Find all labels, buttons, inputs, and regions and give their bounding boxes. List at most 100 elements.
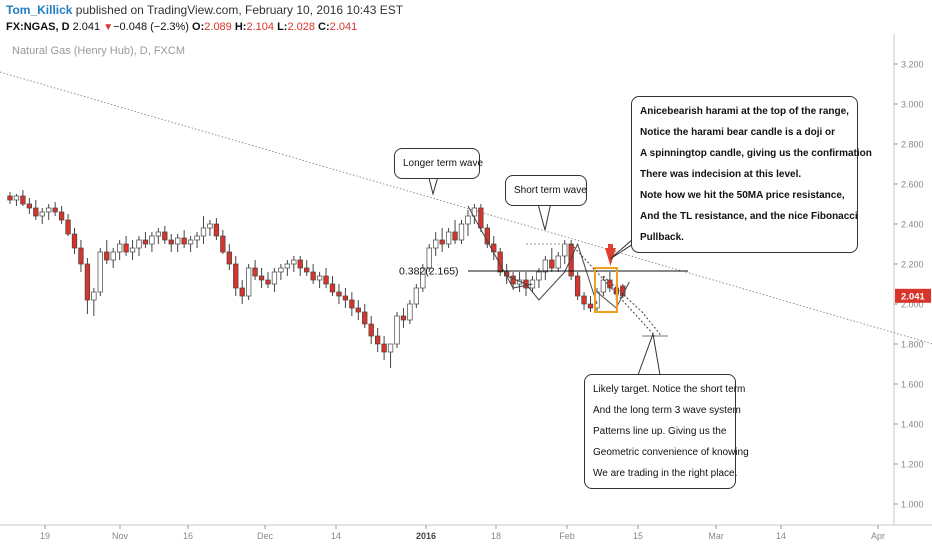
candle-body bbox=[187, 239, 194, 245]
candle-body bbox=[129, 247, 136, 253]
author-link[interactable]: Tom_Killick bbox=[6, 3, 73, 17]
y-tick-label: 2.600 bbox=[901, 180, 924, 190]
candle-body bbox=[574, 275, 581, 297]
candle-body bbox=[181, 237, 187, 245]
x-tick-label: 19 bbox=[40, 531, 50, 541]
candle-body bbox=[471, 207, 478, 217]
candle-body bbox=[65, 219, 71, 235]
candle-body bbox=[84, 263, 91, 301]
x-tick-label: 16 bbox=[183, 531, 193, 541]
candle-body bbox=[562, 243, 568, 257]
candle-body bbox=[387, 343, 394, 353]
candle-body bbox=[458, 223, 465, 241]
close-value: 2.041 bbox=[329, 21, 358, 33]
publish-info: published on TradingView.com, February 1… bbox=[72, 3, 404, 17]
candle-body bbox=[452, 231, 458, 241]
x-tick-label: 14 bbox=[776, 531, 786, 541]
x-tick-label: 2016 bbox=[416, 531, 436, 541]
candle-body bbox=[265, 279, 271, 285]
price-change: −0.048 (−2.3%) bbox=[113, 21, 189, 33]
x-tick-label: 15 bbox=[633, 531, 643, 541]
harami-highlight-box bbox=[594, 267, 618, 313]
candle-body bbox=[258, 275, 265, 281]
candle-body bbox=[252, 267, 258, 277]
candle-body bbox=[304, 267, 310, 273]
candle-body bbox=[394, 315, 400, 345]
candle-body bbox=[329, 283, 336, 293]
candle-body bbox=[323, 275, 329, 285]
high-value: 2.104 bbox=[246, 21, 274, 33]
candle-body bbox=[78, 247, 84, 265]
candle-body bbox=[13, 195, 20, 201]
candle-body bbox=[549, 259, 555, 269]
candle-body bbox=[110, 251, 116, 261]
candle-body bbox=[581, 295, 587, 305]
candle-body bbox=[310, 271, 316, 281]
candle-body bbox=[542, 259, 548, 273]
candle-body bbox=[478, 207, 484, 229]
candle-body bbox=[510, 275, 516, 285]
candle-body bbox=[375, 335, 381, 345]
annotation-longer-term-wave[interactable]: Longer term wave bbox=[394, 148, 483, 179]
candle-body bbox=[46, 207, 52, 213]
down-arrow-marker bbox=[605, 248, 616, 266]
candle-body bbox=[568, 243, 574, 277]
candle-body bbox=[413, 287, 419, 305]
candle-body bbox=[175, 237, 181, 245]
candle-body bbox=[349, 299, 355, 309]
candle-body bbox=[439, 239, 445, 245]
candle-body bbox=[226, 251, 232, 265]
candle-body bbox=[400, 315, 407, 321]
chart-area[interactable]: 3.200 3.000 2.800 2.600 2.400 2.200 2.000 1.800… bbox=[0, 34, 932, 550]
last-price-label: 2.041 bbox=[901, 291, 925, 302]
y-tick-label: 2.400 bbox=[901, 220, 924, 230]
candle-body bbox=[162, 231, 168, 241]
candle-body bbox=[284, 263, 290, 269]
candle-body bbox=[97, 251, 103, 293]
y-tick-label: 3.200 bbox=[901, 60, 924, 70]
x-tick-label: 14 bbox=[331, 531, 341, 541]
candle-body bbox=[445, 231, 452, 245]
candle-body bbox=[194, 235, 200, 241]
projection-line bbox=[570, 243, 656, 337]
callout-pointer-target bbox=[637, 332, 661, 376]
y-tick-label: 1.000 bbox=[901, 500, 924, 510]
candle-body bbox=[39, 211, 45, 217]
candle-body bbox=[342, 295, 349, 301]
x-tick-label: Dec bbox=[257, 531, 274, 541]
candle-body bbox=[213, 223, 220, 237]
candle-body bbox=[142, 239, 149, 245]
publish-line: Tom_Killick published on TradingView.com… bbox=[6, 3, 403, 17]
candle-body bbox=[220, 235, 226, 253]
candle-body bbox=[407, 303, 413, 321]
candle-body bbox=[381, 343, 387, 353]
annotation-harami-note[interactable]: Anicebearish harami at the top of the ra… bbox=[631, 96, 872, 253]
candle-body bbox=[149, 235, 155, 245]
candle-body bbox=[355, 307, 361, 313]
annotation-short-term-wave[interactable]: Short term wave bbox=[505, 175, 587, 206]
y-tick-label: 3.000 bbox=[901, 100, 924, 110]
x-tick-label: Mar bbox=[708, 531, 724, 541]
candle-body bbox=[555, 255, 561, 269]
candle-body bbox=[278, 267, 284, 273]
low-value: 2.028 bbox=[287, 21, 315, 33]
y-tick-label: 2.000 bbox=[901, 300, 924, 310]
candle-body bbox=[587, 303, 594, 309]
candle-body bbox=[316, 275, 323, 281]
chart-title: Natural Gas (Henry Hub), D, FXCM bbox=[12, 45, 185, 57]
price-chart[interactable]: 3.200 3.000 2.800 2.600 2.400 2.200 2.000 1.800… bbox=[0, 34, 932, 550]
x-tick-label: Nov bbox=[112, 531, 129, 541]
open-value: 2.089 bbox=[204, 21, 232, 33]
candle-body bbox=[168, 239, 174, 245]
candle-body bbox=[607, 279, 613, 289]
candle-body bbox=[336, 291, 342, 297]
candle-body bbox=[123, 243, 129, 253]
chart-header: Tom_Killick published on TradingView.com… bbox=[0, 0, 932, 40]
candle-body bbox=[465, 215, 471, 225]
candle-body bbox=[426, 247, 432, 269]
candle-body bbox=[26, 203, 32, 209]
candle-body bbox=[58, 211, 65, 221]
candle-body bbox=[52, 207, 58, 213]
annotation-likely-target[interactable]: Likely target. Notice the short term And… bbox=[584, 374, 749, 489]
down-arrow-icon: ▼ bbox=[103, 22, 114, 33]
